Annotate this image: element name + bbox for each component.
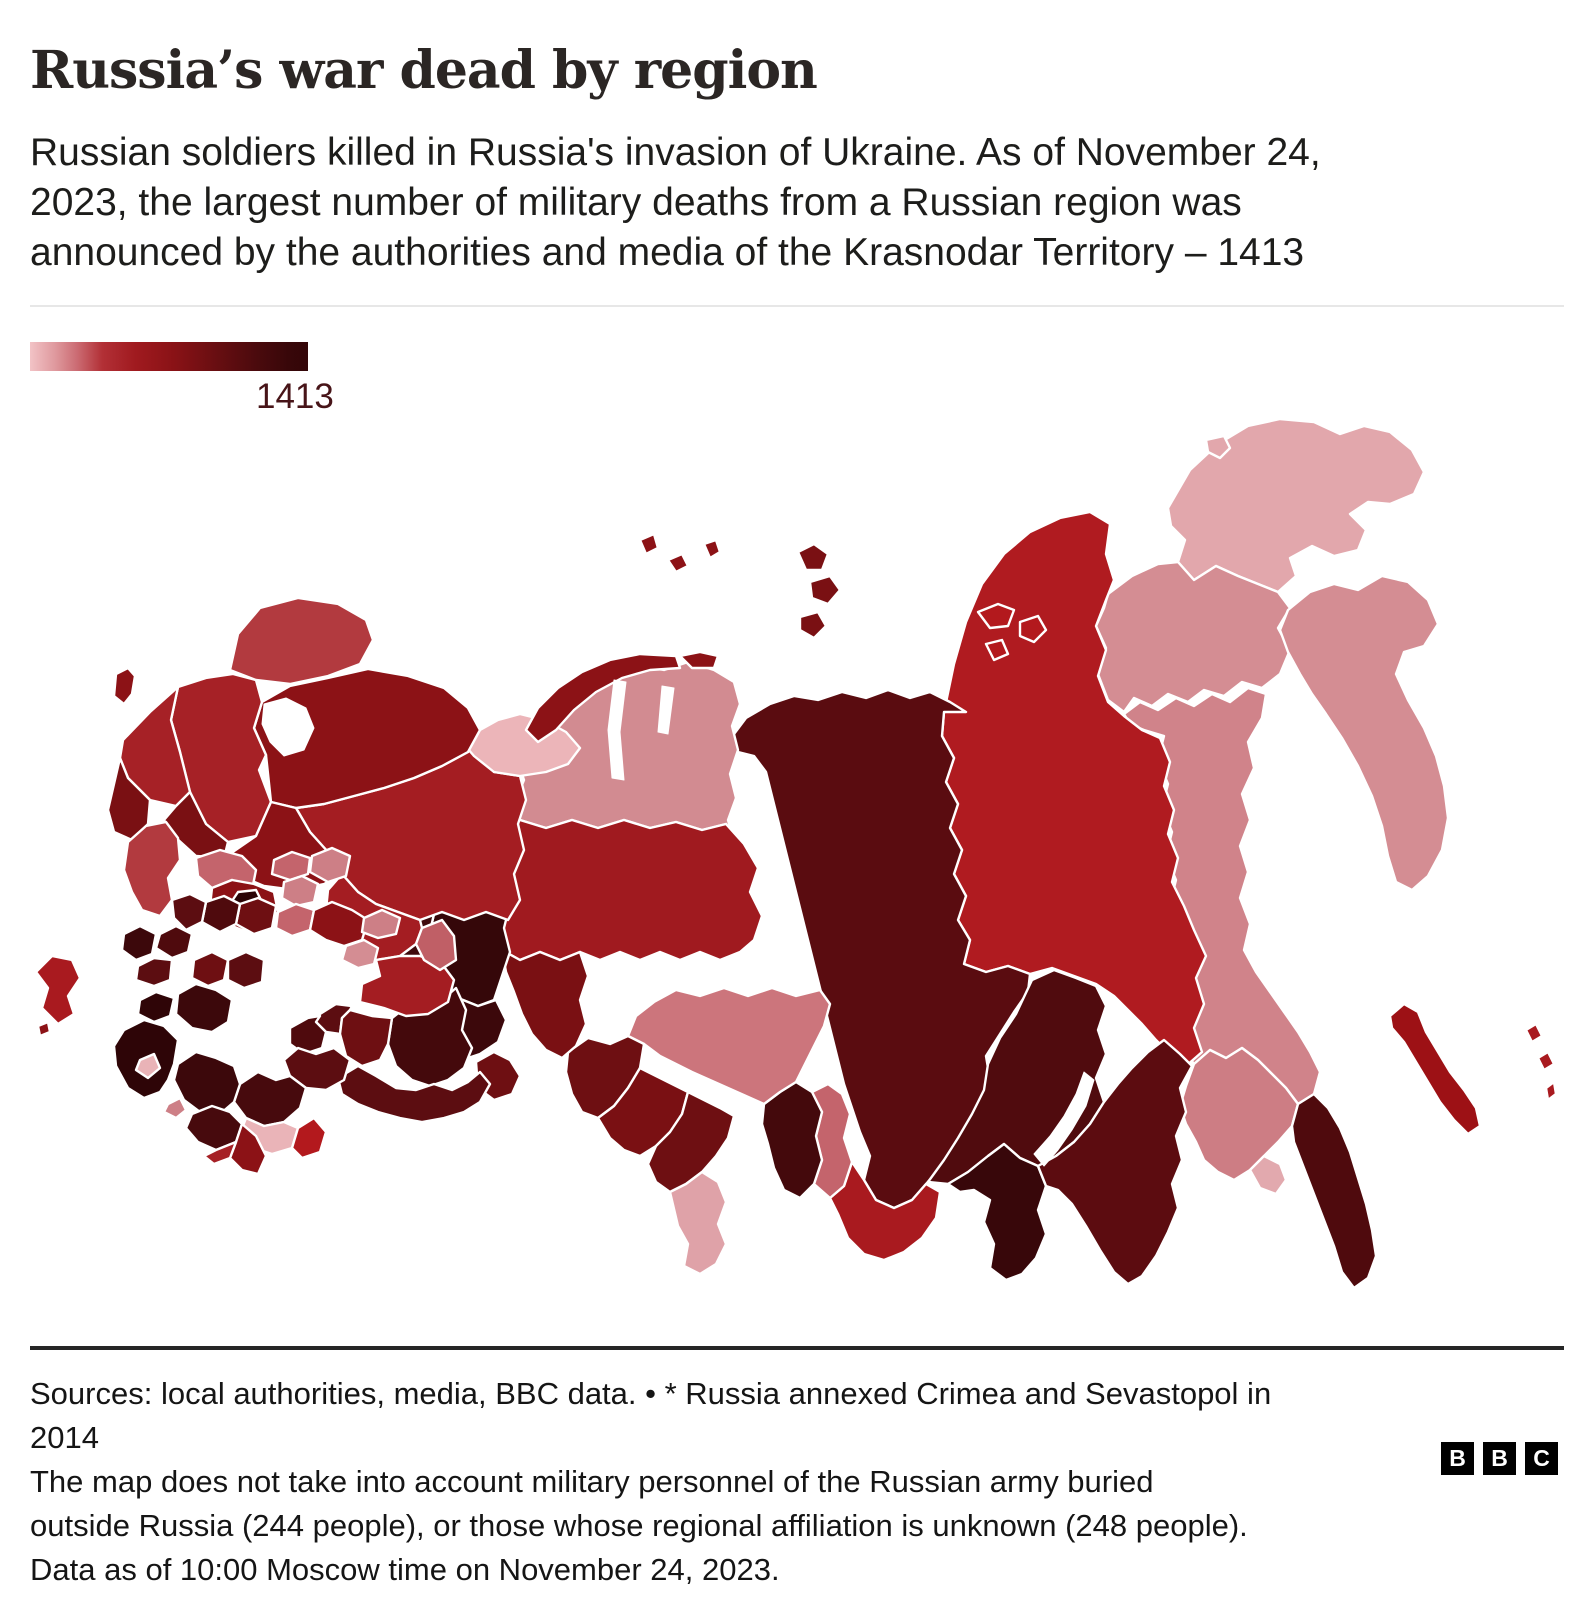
region-wrangel [1204,434,1232,460]
region-rostov [172,1050,242,1116]
region-kaluga [170,892,208,932]
region-yaroslavl [270,850,312,882]
region-dagestan [228,1122,268,1176]
legend-max-value: 1413 [256,377,334,416]
bbc-logo-letter: B [1483,1442,1516,1475]
region-primorye [1290,1092,1378,1290]
chart-subtitle: Russian soldiers killed in Russia's inva… [30,131,1321,274]
region-adygea [134,1052,162,1080]
region-smolensk [122,820,182,918]
bbc-logo-letter: C [1525,1442,1558,1475]
region-kursk [134,956,174,988]
region-severnaya-zemlya-1 [796,542,830,572]
region-new-siberian-3 [984,638,1010,662]
sources-note: Sources: local authorities, media, BBC d… [30,1376,1272,1455]
region-vladimir [274,902,316,938]
region-murmansk [228,596,375,686]
region-kuril-3 [1544,1080,1558,1102]
region-voronezh [174,982,234,1034]
region-white-sea [261,697,315,757]
russia-map [34,417,1558,1290]
region-new-siberian-1 [976,602,1016,630]
methodology-note: The map does not take into account milit… [30,1464,1248,1587]
region-severnaya-zemlya-3 [798,610,828,640]
region-pskov [106,756,152,842]
footer-divider [30,1346,1564,1350]
region-kaliningrad [112,666,137,706]
region-volgograd [232,1070,308,1128]
region-tuva [828,1160,942,1262]
region-chechnya [202,1140,238,1166]
region-amur [1178,1046,1300,1182]
region-ivanovo [280,874,320,908]
region-lake-baikal [1033,1071,1095,1167]
region-crimea [34,954,82,1026]
region-franz-josef-3 [702,538,722,560]
bbc-logo: B B C [1441,1442,1558,1475]
region-astrakhan [290,1116,328,1160]
footer: Sources: local authorities, media, BBC d… [30,1372,1430,1592]
region-ryazan [234,896,278,936]
region-sakhalin [1388,1002,1482,1136]
region-mari-el [360,908,402,940]
region-orel [154,924,194,960]
header-divider [30,305,1564,307]
region-penza [288,1014,328,1056]
region-kuril-2 [1536,1050,1556,1072]
region-magadan [1094,560,1292,714]
region-buryatia [946,1142,1048,1282]
region-kemerovo [760,1080,824,1200]
region-zabaikalsky [1036,1038,1194,1286]
region-novaya-zemlya [524,652,682,744]
region-khanty-mansi [488,818,764,962]
chart-title: Russia’s war dead by region [30,40,818,101]
region-udmurtia [414,918,458,972]
region-new-siberian-2 [1018,614,1048,644]
region-orenburg [336,1064,492,1124]
region-bryansk [120,924,158,962]
region-kuril-1 [1524,1022,1544,1044]
region-tambov [226,950,266,990]
region-jewish-ao [1248,1154,1288,1196]
region-kamchatka [1278,574,1450,892]
region-sevastopol [36,1020,52,1038]
bbc-logo-letter: B [1441,1442,1474,1475]
region-novaya-zemlya-north [678,650,720,670]
region-kostroma [308,846,352,884]
region-severnaya-zemlya-2 [808,574,842,606]
region-tomsk [626,986,832,1106]
region-ob-gulf [607,679,627,781]
region-belgorod [136,990,176,1024]
region-tyumen [500,948,590,1060]
color-gradient-bar [30,342,308,371]
region-franz-josef-1 [638,532,660,556]
region-samara [338,1008,394,1068]
region-lipetsk [190,950,230,988]
region-franz-josef-2 [666,552,690,574]
region-tatarstan [358,954,456,1018]
region-krasnoyarsk [726,688,1032,1210]
region-altai-republic [668,1170,728,1276]
region-altai-krai [646,1090,736,1194]
region-taz-gulf [657,685,675,735]
region-north-ossetia [162,1096,188,1120]
region-chuvashia [340,938,380,970]
